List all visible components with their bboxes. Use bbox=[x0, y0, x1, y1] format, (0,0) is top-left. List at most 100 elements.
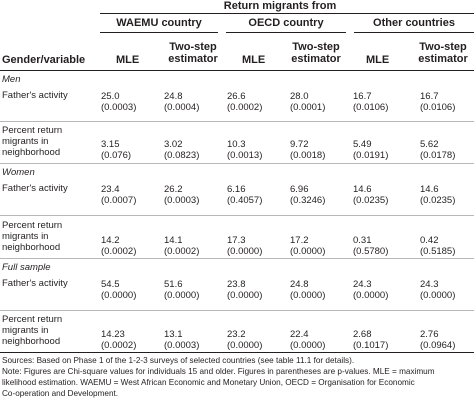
cell-p-value: (0.0002) bbox=[164, 246, 200, 257]
cell-p-value: (0.0000) bbox=[227, 290, 263, 301]
cell-p-value: (0.5780) bbox=[353, 246, 389, 257]
cell-value: 23.2 bbox=[227, 329, 246, 340]
row-label: Father's activity bbox=[2, 183, 68, 194]
cell-value: 24.3 bbox=[420, 279, 439, 290]
group-header-waemu: WAEMU country bbox=[116, 17, 202, 29]
cell-p-value: (0.0003) bbox=[101, 102, 137, 113]
cell-other-twostep: 5.62 (0.0178) bbox=[420, 139, 455, 161]
cell-p-value: (0.0235) bbox=[353, 195, 389, 206]
cell-waemu-mle: 3.15 (0.076) bbox=[101, 139, 131, 161]
cell-p-value: (0.3246) bbox=[290, 195, 326, 206]
cell-value: 23.8 bbox=[227, 279, 246, 290]
cell-waemu-twostep: 51.6 (0.0000) bbox=[164, 279, 199, 301]
cell-p-value: (0.076) bbox=[101, 150, 132, 161]
cell-other-twostep: 0.42 (0.5185) bbox=[420, 235, 455, 257]
cell-value: 17.3 bbox=[227, 235, 246, 246]
cell-value: 6.96 bbox=[290, 184, 309, 195]
cell-p-value: (0.0000) bbox=[164, 290, 200, 301]
row-label: Father's activity bbox=[2, 278, 68, 289]
cell-value: 3.15 bbox=[101, 139, 120, 150]
row-label: Percent return migrants in neighborhood bbox=[2, 125, 63, 158]
row-divider bbox=[0, 215, 474, 216]
spanner-rule bbox=[100, 13, 474, 14]
cell-value: 2.76 bbox=[420, 329, 439, 340]
cell-waemu-twostep: 26.2 (0.0003) bbox=[164, 184, 199, 206]
cell-waemu-mle: 23.4 (0.0007) bbox=[101, 184, 136, 206]
cell-value: 26.2 bbox=[164, 184, 183, 195]
row-label: Percent return migrants in neighborhood bbox=[2, 314, 63, 347]
cell-waemu-mle: 54.5 (0.0000) bbox=[101, 279, 136, 301]
cell-p-value: (0.0000) bbox=[353, 290, 389, 301]
cell-p-value: (0.0013) bbox=[227, 150, 263, 161]
cell-other-mle: 2.68 (0.1017) bbox=[353, 329, 388, 351]
cell-p-value: (0.1017) bbox=[353, 340, 389, 351]
cell-oecd-twostep: 6.96 (0.3246) bbox=[290, 184, 325, 206]
subcol-mle-other: MLE bbox=[366, 54, 390, 66]
cell-p-value: (0.0002) bbox=[227, 102, 263, 113]
cell-value: 24.8 bbox=[164, 91, 183, 102]
cell-value: 2.68 bbox=[353, 329, 372, 340]
cell-oecd-mle: 17.3 (0.0000) bbox=[227, 235, 262, 257]
cell-oecd-mle: 10.3 (0.0013) bbox=[227, 139, 262, 161]
cell-p-value: (0.0003) bbox=[164, 195, 200, 206]
cell-value: 24.3 bbox=[353, 279, 372, 290]
cell-p-value: (0.0000) bbox=[290, 290, 326, 301]
cell-p-value: (0.0000) bbox=[227, 246, 263, 257]
cell-oecd-twostep: 28.0 (0.0001) bbox=[290, 91, 325, 113]
cell-waemu-mle: 25.0 (0.0003) bbox=[101, 91, 136, 113]
note-line: Note: Figures are Chi-square values for … bbox=[2, 367, 435, 376]
source-note: Sources: Based on Phase 1 of the 1-2-3 s… bbox=[2, 356, 355, 365]
cell-p-value: (0.0000) bbox=[290, 246, 326, 257]
cell-value: 10.3 bbox=[227, 139, 246, 150]
cell-value: 6.16 bbox=[227, 184, 246, 195]
cell-other-twostep: 16.7 (0.0106) bbox=[420, 91, 455, 113]
cell-other-mle: 5.49 (0.0191) bbox=[353, 139, 388, 161]
cell-oecd-mle: 6.16 (0.4057) bbox=[227, 184, 262, 206]
cell-p-value: (0.5185) bbox=[420, 246, 456, 257]
cell-other-mle: 0.31 (0.5780) bbox=[353, 235, 388, 257]
cell-value: 54.5 bbox=[101, 279, 120, 290]
subcol-mle-waemu: MLE bbox=[116, 54, 140, 66]
cell-oecd-twostep: 17.2 (0.0000) bbox=[290, 235, 325, 257]
section-label-women: Women bbox=[2, 167, 35, 178]
cell-oecd-mle: 26.6 (0.0002) bbox=[227, 91, 262, 113]
cell-waemu-twostep: 14.1 (0.0002) bbox=[164, 235, 199, 257]
subcol-twostep-waemu: Two-step estimator bbox=[168, 41, 218, 65]
cell-p-value: (0.0000) bbox=[227, 340, 263, 351]
cell-other-twostep: 2.76 (0.0964) bbox=[420, 329, 455, 351]
group-rule-other bbox=[354, 32, 474, 33]
cell-oecd-twostep: 9.72 (0.0018) bbox=[290, 139, 325, 161]
section-label-full-sample: Full sample bbox=[2, 262, 51, 273]
cell-waemu-twostep: 24.8 (0.0004) bbox=[164, 91, 199, 113]
cell-value: 14.2 bbox=[101, 235, 120, 246]
cell-oecd-twostep: 22.4 (0.0000) bbox=[290, 329, 325, 351]
cell-p-value: (0.4057) bbox=[227, 195, 263, 206]
cell-p-value: (0.0106) bbox=[353, 102, 389, 113]
cell-waemu-twostep: 13.1 (0.0003) bbox=[164, 329, 199, 351]
row-divider bbox=[0, 310, 474, 311]
cell-p-value: (0.0000) bbox=[290, 340, 326, 351]
note-line: Co-operation and Development. bbox=[2, 389, 119, 398]
cell-value: 14.6 bbox=[420, 184, 439, 195]
cell-value: 28.0 bbox=[290, 91, 309, 102]
cell-p-value: (0.0178) bbox=[420, 150, 456, 161]
cell-p-value: (0.0191) bbox=[353, 150, 389, 161]
cell-value: 16.7 bbox=[420, 91, 439, 102]
cell-waemu-twostep: 3.02 (0.0823) bbox=[164, 139, 199, 161]
spanner-header: Return migrants from bbox=[223, 0, 337, 12]
cell-other-twostep: 14.6 (0.0235) bbox=[420, 184, 455, 206]
cell-p-value: (0.0823) bbox=[164, 150, 200, 161]
cell-other-mle: 16.7 (0.0106) bbox=[353, 91, 388, 113]
cell-value: 5.49 bbox=[353, 139, 372, 150]
cell-value: 22.4 bbox=[290, 329, 309, 340]
cell-value: 0.31 bbox=[353, 235, 372, 246]
section-label-men: Men bbox=[2, 74, 21, 85]
cell-p-value: (0.0001) bbox=[290, 102, 326, 113]
cell-value: 13.1 bbox=[164, 329, 183, 340]
cell-value: 14.1 bbox=[164, 235, 183, 246]
cell-p-value: (0.0018) bbox=[290, 150, 326, 161]
group-rule-waemu bbox=[100, 32, 218, 33]
group-header-oecd: OECD country bbox=[248, 17, 324, 29]
cell-p-value: (0.0000) bbox=[420, 290, 456, 301]
